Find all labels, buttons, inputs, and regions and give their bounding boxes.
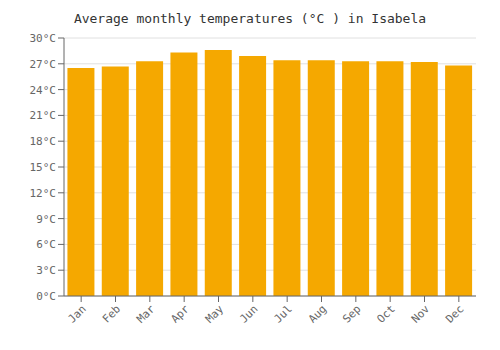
- svg-text:6°C: 6°C: [36, 238, 56, 251]
- svg-text:9°C: 9°C: [36, 213, 56, 226]
- html-text:Average monthly temperatures (: Average monthly temperatures (°C ) in Is…: [73, 11, 427, 26]
- svg-text:21°C: 21°C: [30, 109, 57, 122]
- svg-text:0°C: 0°C: [36, 290, 56, 303]
- svg-text:Apr: Apr: [169, 302, 193, 326]
- svg-text:24°C: 24°C: [30, 84, 57, 97]
- svg-text:Aug: Aug: [306, 302, 329, 325]
- svg-text:18°C: 18°C: [30, 135, 57, 148]
- svg-text:27°C: 27°C: [30, 58, 57, 71]
- svg-text:Feb: Feb: [100, 302, 123, 325]
- svg-text:Jul: Jul: [272, 302, 295, 325]
- svg-text:Oct: Oct: [375, 302, 398, 325]
- svg-text:Jan: Jan: [66, 302, 89, 325]
- svg-text:30°C: 30°C: [30, 32, 57, 45]
- svg-text:12°C: 12°C: [30, 187, 57, 200]
- svg-text:Nov: Nov: [409, 302, 433, 326]
- svg-text:Jun: Jun: [237, 302, 260, 325]
- svg-text:Sep: Sep: [340, 302, 363, 325]
- svg-text:Dec: Dec: [443, 302, 466, 325]
- svg-text:15°C: 15°C: [30, 161, 57, 174]
- svg-text:May: May: [203, 302, 227, 326]
- svg-text:Mar: Mar: [134, 302, 158, 326]
- svg-text:3°C: 3°C: [36, 264, 56, 277]
